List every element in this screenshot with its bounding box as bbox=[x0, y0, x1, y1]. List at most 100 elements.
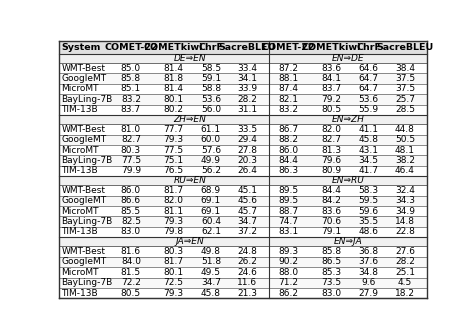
Text: EN⇒ZH: EN⇒ZH bbox=[331, 115, 364, 124]
Text: BayLing-7B: BayLing-7B bbox=[62, 156, 113, 165]
Text: MicroMT: MicroMT bbox=[62, 84, 99, 93]
Text: 72.5: 72.5 bbox=[164, 278, 183, 287]
Text: 21.3: 21.3 bbox=[237, 289, 257, 298]
Text: 83.2: 83.2 bbox=[121, 95, 141, 104]
Text: 31.1: 31.1 bbox=[237, 105, 257, 114]
Text: 88.2: 88.2 bbox=[279, 135, 299, 144]
Text: 64.7: 64.7 bbox=[359, 74, 379, 83]
Text: COMETkiwi: COMETkiwi bbox=[144, 43, 203, 52]
Bar bbox=[59, 94, 427, 104]
Text: 83.7: 83.7 bbox=[121, 105, 141, 114]
Text: 79.3: 79.3 bbox=[164, 217, 183, 226]
Text: 59.6: 59.6 bbox=[359, 207, 379, 216]
Bar bbox=[59, 104, 427, 115]
Text: 84.0: 84.0 bbox=[121, 257, 141, 266]
Text: 27.8: 27.8 bbox=[237, 145, 257, 155]
Text: 85.8: 85.8 bbox=[321, 247, 341, 256]
Text: 34.9: 34.9 bbox=[395, 207, 415, 216]
Text: 38.2: 38.2 bbox=[395, 156, 415, 165]
Text: 26.2: 26.2 bbox=[237, 257, 257, 266]
Text: COMET-22: COMET-22 bbox=[262, 43, 315, 52]
Text: 33.5: 33.5 bbox=[237, 125, 257, 134]
Text: 60.4: 60.4 bbox=[201, 217, 221, 226]
Text: 45.7: 45.7 bbox=[237, 207, 257, 216]
Text: 36.8: 36.8 bbox=[359, 247, 379, 256]
Text: 81.8: 81.8 bbox=[164, 74, 183, 83]
Text: 34.5: 34.5 bbox=[359, 156, 379, 165]
Text: 79.8: 79.8 bbox=[164, 227, 183, 237]
Bar bbox=[59, 246, 427, 257]
Text: 80.3: 80.3 bbox=[121, 145, 141, 155]
Text: 41.1: 41.1 bbox=[359, 125, 379, 134]
Bar bbox=[59, 267, 427, 278]
Text: SacreBLEU: SacreBLEU bbox=[376, 43, 434, 52]
Text: 81.1: 81.1 bbox=[164, 207, 183, 216]
Text: 84.1: 84.1 bbox=[321, 74, 341, 83]
Text: 64.6: 64.6 bbox=[359, 64, 379, 73]
Bar bbox=[59, 216, 427, 227]
Text: 81.4: 81.4 bbox=[164, 64, 183, 73]
Text: WMT-Best: WMT-Best bbox=[62, 247, 106, 256]
Text: 83.0: 83.0 bbox=[321, 289, 341, 298]
Text: 27.9: 27.9 bbox=[359, 289, 379, 298]
Text: EN⇒JA: EN⇒JA bbox=[333, 237, 362, 246]
Bar bbox=[59, 124, 427, 134]
Text: 11.6: 11.6 bbox=[237, 278, 257, 287]
Text: 56.2: 56.2 bbox=[201, 166, 221, 175]
Text: 14.8: 14.8 bbox=[395, 217, 415, 226]
Text: 85.5: 85.5 bbox=[121, 207, 141, 216]
Text: 45.8: 45.8 bbox=[359, 135, 379, 144]
Text: TIM-13B: TIM-13B bbox=[62, 289, 98, 298]
Text: 76.5: 76.5 bbox=[164, 166, 183, 175]
Text: JA⇒EN: JA⇒EN bbox=[175, 237, 204, 246]
Text: 83.6: 83.6 bbox=[321, 207, 341, 216]
Text: 71.2: 71.2 bbox=[279, 278, 299, 287]
Text: 80.2: 80.2 bbox=[164, 105, 183, 114]
Text: 45.8: 45.8 bbox=[201, 289, 221, 298]
Text: 49.5: 49.5 bbox=[201, 268, 221, 277]
Text: 83.0: 83.0 bbox=[121, 227, 141, 237]
Text: 55.9: 55.9 bbox=[359, 105, 379, 114]
Text: 38.4: 38.4 bbox=[395, 64, 415, 73]
Text: 79.6: 79.6 bbox=[321, 156, 341, 165]
Text: 61.1: 61.1 bbox=[201, 125, 221, 134]
Text: 37.5: 37.5 bbox=[395, 84, 415, 93]
Text: 27.6: 27.6 bbox=[395, 247, 415, 256]
Text: 70.6: 70.6 bbox=[321, 217, 341, 226]
Text: 49.8: 49.8 bbox=[201, 247, 221, 256]
Text: 46.4: 46.4 bbox=[395, 166, 415, 175]
Text: 34.3: 34.3 bbox=[395, 196, 415, 205]
Text: 87.2: 87.2 bbox=[279, 64, 299, 73]
Text: 80.5: 80.5 bbox=[321, 105, 341, 114]
Text: 34.7: 34.7 bbox=[201, 278, 221, 287]
Text: 82.7: 82.7 bbox=[121, 135, 141, 144]
Text: 33.9: 33.9 bbox=[237, 84, 257, 93]
Text: 73.5: 73.5 bbox=[321, 278, 341, 287]
Text: 85.8: 85.8 bbox=[121, 74, 141, 83]
Text: GoogleMT: GoogleMT bbox=[62, 74, 107, 83]
Text: 86.5: 86.5 bbox=[321, 257, 341, 266]
Text: 64.7: 64.7 bbox=[359, 84, 379, 93]
Bar bbox=[59, 54, 427, 63]
Text: 85.0: 85.0 bbox=[121, 64, 141, 73]
Text: DE⇒EN: DE⇒EN bbox=[173, 54, 206, 63]
Text: 37.6: 37.6 bbox=[359, 257, 379, 266]
Text: 90.2: 90.2 bbox=[279, 257, 299, 266]
Text: 51.8: 51.8 bbox=[201, 257, 221, 266]
Text: 53.6: 53.6 bbox=[201, 95, 221, 104]
Text: 88.0: 88.0 bbox=[279, 268, 299, 277]
Bar bbox=[59, 196, 427, 206]
Text: 89.3: 89.3 bbox=[279, 247, 299, 256]
Text: 82.1: 82.1 bbox=[279, 95, 299, 104]
Text: GoogleMT: GoogleMT bbox=[62, 257, 107, 266]
Text: TIM-13B: TIM-13B bbox=[62, 105, 98, 114]
Text: 25.7: 25.7 bbox=[395, 95, 415, 104]
Text: 83.1: 83.1 bbox=[279, 227, 299, 237]
Text: ChrF: ChrF bbox=[356, 43, 381, 52]
Text: 88.1: 88.1 bbox=[279, 74, 299, 83]
Text: 29.4: 29.4 bbox=[237, 135, 257, 144]
Text: 33.4: 33.4 bbox=[237, 64, 257, 73]
Text: 60.0: 60.0 bbox=[201, 135, 221, 144]
Text: 45.6: 45.6 bbox=[237, 196, 257, 205]
Text: 79.1: 79.1 bbox=[321, 227, 341, 237]
